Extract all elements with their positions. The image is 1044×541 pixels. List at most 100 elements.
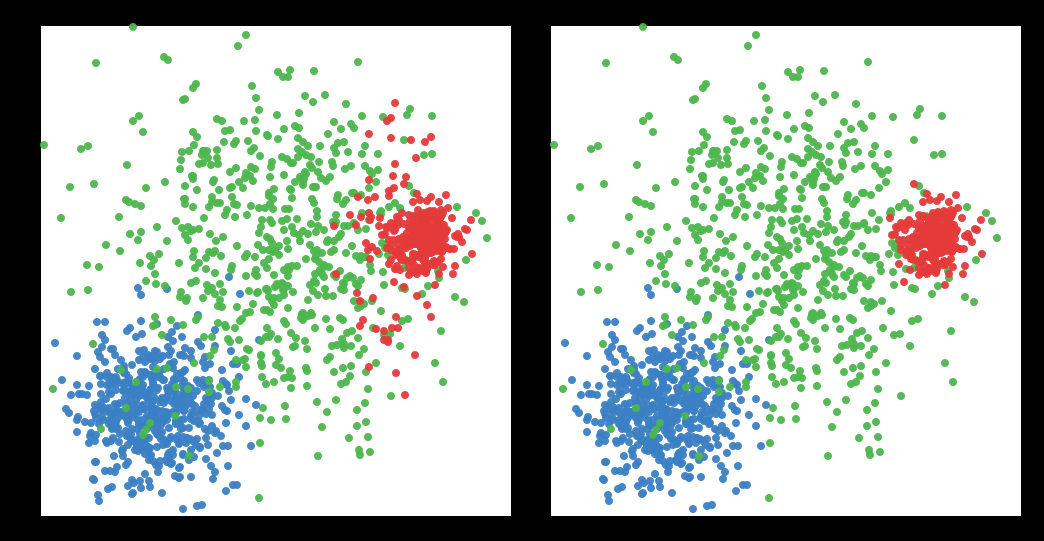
scatter-point (717, 400, 725, 408)
scatter-point (855, 434, 863, 442)
scatter-point (790, 125, 798, 133)
scatter-point (600, 476, 608, 484)
scatter-point (202, 455, 210, 463)
scatter-point (722, 237, 730, 245)
scatter-point (208, 333, 216, 341)
scatter-point (366, 255, 374, 263)
scatter-point (749, 184, 757, 192)
scatter-point (84, 286, 92, 294)
scatter-point (723, 449, 731, 457)
scatter-point (437, 327, 445, 335)
scatter-point (834, 236, 842, 244)
scatter-point (671, 178, 679, 186)
scatter-point (293, 262, 301, 270)
scatter-point (356, 451, 364, 459)
scatter-point (840, 368, 848, 376)
scatter-point (605, 263, 613, 271)
scatter-point (993, 234, 1001, 242)
scatter-point (195, 379, 203, 387)
scatter-point (711, 364, 719, 372)
scatter-point (307, 153, 315, 161)
scatter-point (75, 390, 83, 398)
scatter-point (184, 385, 192, 393)
scatter-point (732, 487, 740, 495)
scatter-point (232, 383, 240, 391)
scatter-point (273, 111, 281, 119)
scatter-point (347, 162, 355, 170)
scatter-point (746, 290, 754, 298)
scatter-point (380, 281, 388, 289)
scatter-point (431, 359, 439, 367)
scatter-point (288, 194, 296, 202)
scatter-point (886, 214, 894, 222)
scatter-point (117, 366, 125, 374)
scatter-point (313, 246, 321, 254)
scatter-point (727, 432, 735, 440)
scatter-point (948, 240, 956, 248)
scatter-point (626, 247, 634, 255)
scatter-point (202, 434, 210, 442)
scatter-point (158, 394, 166, 402)
scatter-point (389, 236, 397, 244)
scatter-point (390, 278, 398, 286)
scatter-point (765, 494, 773, 502)
scatter-point (728, 366, 736, 374)
scatter-point (889, 113, 897, 121)
scatter-point (268, 219, 276, 227)
scatter-point (184, 435, 192, 443)
scatter-point (858, 242, 866, 250)
scatter-point (231, 213, 239, 221)
scatter-point (181, 95, 189, 103)
scatter-point (648, 330, 656, 338)
scatter-point (901, 226, 909, 234)
scatter-point (132, 378, 140, 386)
scatter-point (116, 247, 124, 255)
scatter-point (257, 223, 265, 231)
scatter-point (337, 285, 345, 293)
scatter-point (678, 328, 686, 336)
scatter-point (448, 214, 456, 222)
scatter-point (938, 259, 946, 267)
scatter-point (888, 231, 896, 239)
scatter-point (428, 259, 436, 267)
scatter-point (366, 216, 374, 224)
scatter-point (694, 385, 702, 393)
scatter-point (842, 149, 850, 157)
scatter-point (198, 501, 206, 509)
scatter-point (338, 335, 346, 343)
scatter-point (620, 452, 628, 460)
scatter-point (638, 361, 646, 369)
scatter-point (910, 136, 918, 144)
scatter-point (339, 316, 347, 324)
scatter-point (776, 173, 784, 181)
scatter-point (938, 112, 946, 120)
scatter-point (700, 359, 708, 367)
scatter-point (165, 351, 173, 359)
scatter-point (846, 267, 854, 275)
scatter-point (161, 178, 169, 186)
scatter-point (128, 476, 136, 484)
scatter-point (823, 213, 831, 221)
scatter-point (874, 385, 882, 393)
scatter-point (189, 84, 197, 92)
scatter-point (142, 184, 150, 192)
scatter-point (140, 442, 148, 450)
scatter-point (757, 202, 765, 210)
scatter-point (857, 342, 865, 350)
scatter-point (614, 485, 622, 493)
scatter-point (435, 198, 443, 206)
scatter-point (745, 336, 753, 344)
scatter-point (263, 264, 271, 272)
scatter-point (373, 247, 381, 255)
scatter-point (152, 280, 160, 288)
scatter-point (798, 374, 806, 382)
scatter-point (959, 270, 967, 278)
scatter-point (757, 147, 765, 155)
scatter-point (242, 395, 250, 403)
scatter-point (790, 171, 798, 179)
scatter-point (266, 200, 274, 208)
scatter-point (960, 245, 968, 253)
scatter-point (73, 381, 81, 389)
scatter-point (826, 142, 834, 150)
scatter-point (423, 197, 431, 205)
